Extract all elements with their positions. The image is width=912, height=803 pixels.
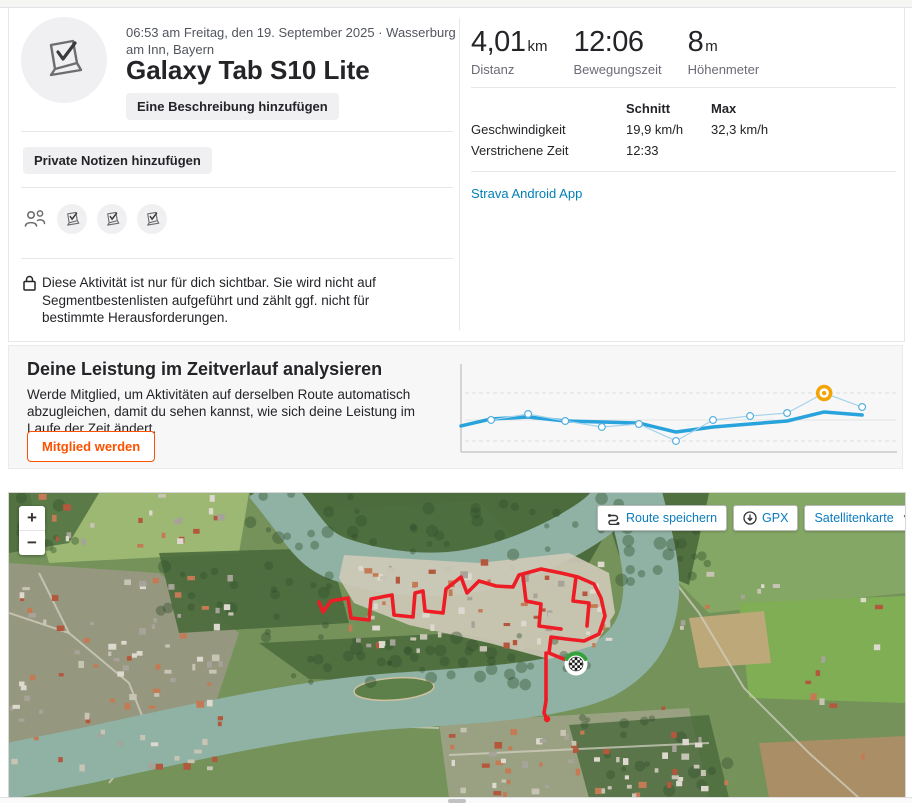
add-description-button[interactable]: Eine Beschreibung hinzufügen bbox=[126, 93, 339, 120]
divider bbox=[21, 187, 453, 188]
chevron-down-icon: ▼ bbox=[902, 513, 905, 524]
table-row: Geschwindigkeit 19,9 km/h 32,3 km/h bbox=[471, 119, 896, 140]
header-schnitt: Schnitt bbox=[626, 101, 671, 116]
zoom-out-button[interactable]: − bbox=[27, 533, 37, 552]
performance-chart bbox=[459, 360, 899, 458]
stat-value: 4,01 bbox=[471, 26, 526, 58]
stat-value: 12:06 bbox=[573, 26, 644, 58]
stat-value: 8 bbox=[687, 26, 704, 58]
row-max: 32,3 km/h bbox=[711, 122, 769, 137]
map-controls: Route speichern GPX Satellitenkarte ▼ bbox=[597, 505, 905, 531]
app-source-link[interactable]: Strava Android App bbox=[471, 186, 583, 201]
stat-label: Höhenmeter bbox=[687, 62, 760, 77]
become-member-button[interactable]: Mitglied werden bbox=[27, 431, 156, 462]
stat-label: Bewegungszeit bbox=[573, 62, 662, 77]
avatar[interactable] bbox=[21, 17, 107, 103]
horizontal-scrollbar[interactable] bbox=[0, 797, 912, 803]
stat-moving-time: 12:06 Bewegungszeit bbox=[573, 26, 661, 77]
device-check-icon bbox=[66, 211, 79, 226]
table-header-row: Schnitt Max bbox=[471, 98, 896, 119]
upsell-panel: Deine Leistung im Zeitverlauf analysiere… bbox=[8, 345, 903, 469]
gpx-label: GPX bbox=[762, 511, 789, 525]
participants-row bbox=[23, 204, 167, 234]
column-divider bbox=[459, 18, 460, 330]
row-schnitt: 19,9 km/h bbox=[626, 122, 684, 137]
activity-title: Galaxy Tab S10 Lite bbox=[126, 55, 370, 85]
divider bbox=[471, 171, 896, 172]
top-strip bbox=[0, 0, 912, 8]
save-route-label: Route speichern bbox=[626, 511, 718, 525]
layer-label: Satellitenkarte bbox=[814, 511, 894, 525]
performance-chart-svg bbox=[459, 364, 897, 453]
activity-datetime-location: 06:53 am Freitag, den 19. September 2025… bbox=[126, 25, 456, 57]
stat-unit: m bbox=[705, 38, 718, 55]
stat-label: Distanz bbox=[471, 62, 515, 77]
route-icon bbox=[608, 513, 620, 525]
privacy-note: Diese Aktivität ist nur für dich sichtba… bbox=[23, 274, 435, 327]
lock-icon bbox=[23, 275, 36, 291]
scrollbar-thumb[interactable] bbox=[448, 799, 466, 803]
device-check-icon bbox=[49, 39, 83, 77]
row-max bbox=[711, 140, 896, 161]
activity-map[interactable]: + − Route speichern GPX Satellitenkarte bbox=[8, 492, 906, 799]
map-layer-select[interactable]: Satellitenkarte ▼ bbox=[804, 505, 905, 531]
upsell-title: Deine Leistung im Zeitverlauf analysiere… bbox=[27, 359, 383, 379]
save-route-button[interactable]: Route speichern bbox=[597, 505, 728, 531]
device-check-icon bbox=[146, 211, 159, 226]
download-icon bbox=[743, 511, 757, 525]
map-zoom-control: + − bbox=[19, 506, 45, 555]
divider bbox=[21, 258, 453, 259]
upsell-body: Werde Mitglied, um Aktivitäten auf derse… bbox=[27, 387, 415, 436]
activity-card: 06:53 am Freitag, den 19. September 2025… bbox=[8, 8, 905, 342]
row-label: Verstrichene Zeit bbox=[471, 143, 569, 158]
divider bbox=[471, 87, 896, 88]
header-max: Max bbox=[711, 101, 737, 116]
stat-distance: 4,01 km Distanz bbox=[471, 26, 547, 77]
add-private-notes-button[interactable]: Private Notizen hinzufügen bbox=[23, 147, 212, 174]
stats-table: Schnitt Max Geschwindigkeit 19,9 km/h 32… bbox=[471, 98, 896, 161]
row-schnitt: 12:33 bbox=[626, 143, 659, 158]
device-badge[interactable] bbox=[97, 204, 127, 234]
group-icon[interactable] bbox=[23, 208, 47, 230]
map-canvas bbox=[9, 493, 905, 798]
divider bbox=[21, 131, 453, 132]
device-check-icon bbox=[106, 211, 119, 226]
zoom-in-button[interactable]: + bbox=[19, 506, 45, 531]
device-badge[interactable] bbox=[137, 204, 167, 234]
table-row: Verstrichene Zeit 12:33 bbox=[471, 140, 896, 161]
stat-unit: km bbox=[527, 38, 548, 55]
row-label: Geschwindigkeit bbox=[471, 122, 566, 137]
device-badge[interactable] bbox=[57, 204, 87, 234]
gpx-download-button[interactable]: GPX bbox=[733, 505, 799, 531]
privacy-note-text: Diese Aktivität ist nur für dich sichtba… bbox=[42, 275, 376, 325]
